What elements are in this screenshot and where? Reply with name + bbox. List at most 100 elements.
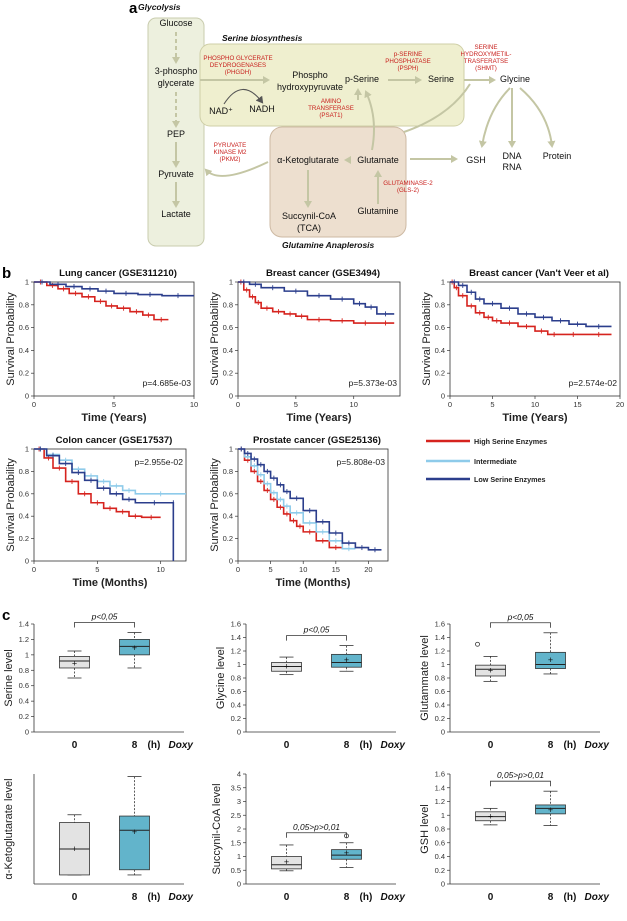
y-axis-label: Serine level bbox=[3, 649, 15, 706]
met-glucose: Glucose bbox=[159, 18, 192, 28]
x-tick-label: 10 bbox=[299, 565, 307, 574]
mean-marker: + bbox=[548, 655, 553, 665]
y-tick-label: 1.2 bbox=[435, 647, 445, 656]
x-axis-label: Time (Years) bbox=[286, 412, 352, 424]
x-tick-label: 8 bbox=[132, 892, 138, 903]
boxplot-gsh: 0 0.2 0.4 0.6 0.8 1 1.2 1.4 1.6 GSH level 0 8 (h) Dox… bbox=[419, 770, 609, 904]
legend-low-label: Low Serine Enzymes bbox=[474, 475, 546, 484]
x-tick-label: 5 bbox=[95, 565, 99, 574]
outlier-point bbox=[475, 641, 480, 647]
enz-pkm2-2: KINASE M2 bbox=[213, 149, 247, 156]
y-tick-label: 0.2 bbox=[223, 534, 233, 543]
y-tick-label: 0.4 bbox=[19, 697, 29, 706]
y-tick-label: 1 bbox=[441, 278, 445, 287]
panel-c: c 0 0.2 0.4 0.6 0.8 1 1.2 1.4 Serine level 0 8 (h) D… bbox=[2, 607, 609, 903]
enz-gls2-2: (GLS-2) bbox=[397, 187, 419, 194]
km-plot-colon: Colon cancer (GSE17537)00.20.40.60.810 5 1… bbox=[5, 435, 187, 589]
met-pyruvate: Pyruvate bbox=[158, 169, 194, 179]
enz-psph-1: p-SERINE bbox=[394, 51, 423, 58]
plot-frame bbox=[449, 281, 621, 397]
mean-marker: + bbox=[488, 812, 493, 822]
y-tick-label: 0.6 bbox=[19, 323, 29, 332]
x-treatment-label: Doxy bbox=[585, 892, 610, 903]
p-value: p=2.574e-02 bbox=[568, 378, 617, 388]
x-tick-label: 10 bbox=[350, 400, 358, 409]
met-glutamine: Glutamine bbox=[357, 206, 398, 216]
y-tick-label: 1.2 bbox=[231, 647, 241, 656]
met-pserine: p-Serine bbox=[345, 74, 379, 84]
y-tick-label: 0.5 bbox=[231, 866, 241, 875]
arrow-glycine-gsh bbox=[478, 87, 511, 148]
x-tick-label: 5 bbox=[269, 565, 273, 574]
y-tick-label: 1 bbox=[237, 660, 241, 669]
plot-title: Breast cancer (Van't Veer et al) bbox=[469, 268, 609, 279]
y-tick-label: 0.8 bbox=[223, 300, 233, 309]
km-curve-high-serine-enzymes bbox=[450, 281, 612, 336]
y-axis-label: Survival Probability bbox=[5, 292, 17, 386]
y-tick-label: 1.6 bbox=[231, 620, 241, 629]
y-tick-label: 0 bbox=[237, 728, 241, 737]
y-tick-label: 0 bbox=[441, 392, 445, 401]
boxplot-glutammate: 0 0.2 0.4 0.6 0.8 1 1.2 1.4 1.6 Glutammate level 0… bbox=[419, 612, 609, 751]
x-tick-label: 5 bbox=[112, 400, 116, 409]
x-unit-label: (h) bbox=[360, 892, 373, 903]
plot-frame bbox=[237, 448, 389, 562]
x-tick-label: 8 bbox=[548, 892, 554, 903]
panel-b: b Lung cancer (GSE311210)00.20.40.60.810… bbox=[2, 265, 624, 589]
x-unit-label: (h) bbox=[148, 740, 161, 751]
enz-pkm2-1: PYRUVATE bbox=[214, 142, 246, 149]
y-tick-label: 3.5 bbox=[231, 783, 241, 792]
x-axis-label: Time (Months) bbox=[73, 577, 148, 589]
y-tick-label: 1.4 bbox=[231, 633, 241, 642]
met-phospho-1: Phospho bbox=[292, 70, 328, 80]
met-glutamate: Glutamate bbox=[357, 155, 399, 165]
enz-psat1-1: AMINO bbox=[321, 98, 341, 105]
x-unit-label: (h) bbox=[564, 892, 577, 903]
x-tick-label: 0 bbox=[236, 400, 240, 409]
y-tick-label: 1 bbox=[25, 278, 29, 287]
y-tick-label: 0.6 bbox=[223, 489, 233, 498]
met-pep: PEP bbox=[167, 129, 185, 139]
significance-bracket bbox=[74, 622, 135, 628]
y-tick-label: 1.4 bbox=[435, 633, 445, 642]
met-3pg-2: glycerate bbox=[158, 78, 195, 88]
panel-label-a: a bbox=[129, 0, 138, 17]
y-tick-label: 0.2 bbox=[19, 534, 29, 543]
x-axis-label: Time (Years) bbox=[502, 412, 568, 424]
glutamine-title: Glutamine Anaplerosis bbox=[282, 240, 375, 250]
y-tick-label: 0.6 bbox=[435, 838, 445, 847]
boxplot-succinyl: 0 0.5 1 1.5 2 2.5 3 3.5 4 Succynil-CoA level 0 8 (h)… bbox=[211, 770, 405, 904]
significance-label: p<0,05 bbox=[303, 625, 330, 635]
mean-marker: + bbox=[284, 857, 289, 867]
x-treatment-label: Doxy bbox=[381, 892, 406, 903]
significance-label: p<0,05 bbox=[91, 611, 118, 621]
x-tick-label: 0 bbox=[488, 892, 494, 903]
x-tick-label: 8 bbox=[344, 740, 350, 751]
significance-label: 0,05>p>0,01 bbox=[497, 770, 544, 780]
enz-shmt-3: TRASFERATSE bbox=[464, 58, 509, 65]
x-axis-label: Time (Years) bbox=[81, 412, 147, 424]
survival-legend: High Serine Enzymes Intermediate Low Ser… bbox=[426, 437, 547, 484]
y-axis-label: Glutammate level bbox=[419, 635, 431, 721]
y-tick-label: 0.2 bbox=[19, 369, 29, 378]
x-unit-label: (h) bbox=[360, 740, 373, 751]
mean-marker: + bbox=[284, 662, 289, 672]
km-plot-breast-vantveer: Breast cancer (Van't Veer et al) 0 0.2 0.4 0… bbox=[421, 268, 624, 424]
mean-marker: + bbox=[548, 805, 553, 815]
y-tick-label: 0 bbox=[25, 557, 29, 566]
y-tick-label: 0 bbox=[441, 880, 445, 889]
y-axis-label: Survival Probability bbox=[5, 458, 17, 552]
x-tick-label: 8 bbox=[344, 892, 350, 903]
box-8 bbox=[119, 639, 150, 656]
enz-phgdh-2: DEYDROGENASES bbox=[210, 62, 266, 69]
y-tick-label: 0.6 bbox=[19, 489, 29, 498]
x-treatment-label: Doxy bbox=[169, 740, 194, 751]
y-tick-label: 0.4 bbox=[435, 346, 445, 355]
significance-bracket bbox=[286, 832, 347, 838]
y-tick-label: 0.6 bbox=[223, 323, 233, 332]
enz-psat1-2: TRANSFERASE bbox=[308, 105, 354, 112]
arrow-serine-loop bbox=[403, 83, 471, 133]
significance-bracket bbox=[490, 780, 551, 787]
y-tick-label: 1 bbox=[25, 650, 29, 659]
arrow-nad-nadh bbox=[223, 88, 264, 105]
